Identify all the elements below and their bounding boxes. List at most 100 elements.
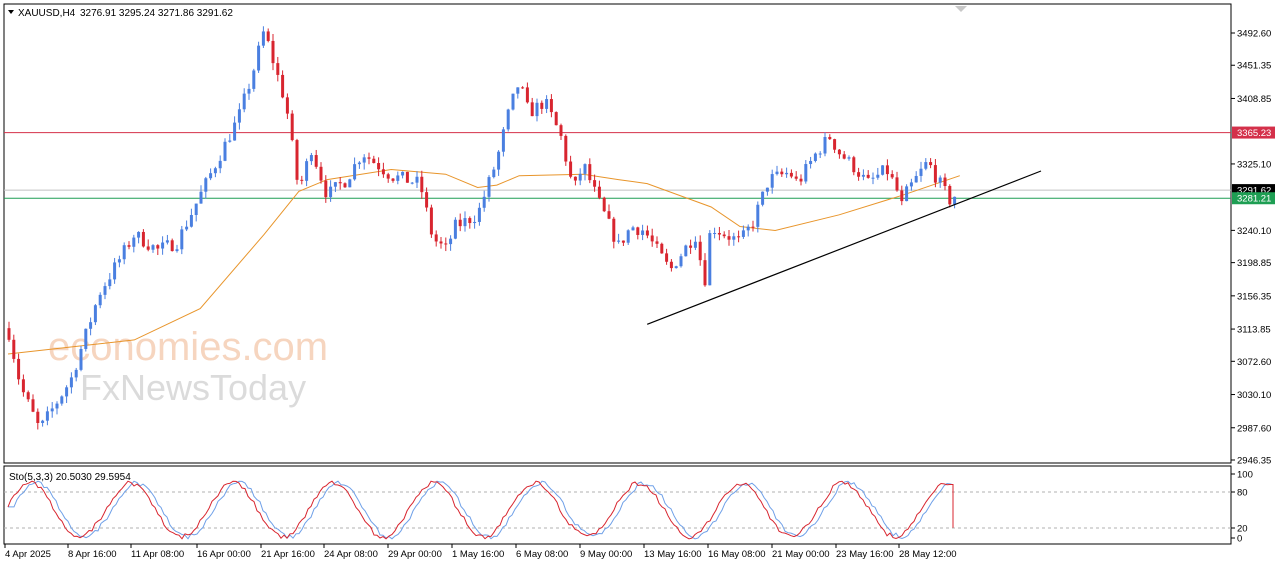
candle [343, 182, 347, 188]
candle [746, 224, 750, 237]
candle [645, 225, 649, 239]
candle [804, 160, 808, 184]
candle [626, 229, 630, 245]
candle [914, 171, 918, 183]
candle [156, 244, 160, 256]
candle [401, 171, 405, 179]
candle [26, 390, 30, 402]
candle [597, 180, 601, 200]
candle [473, 215, 477, 229]
candle [165, 234, 169, 245]
candle [242, 88, 246, 113]
candlesticks [7, 26, 957, 430]
candle [890, 170, 894, 180]
price-tick-label: 3198.85 [1237, 258, 1271, 269]
candle [180, 225, 184, 255]
candle [175, 244, 179, 253]
candle [857, 167, 861, 181]
candle [497, 150, 501, 176]
time-tick-label: 21 May 00:00 [772, 549, 830, 560]
candle [693, 236, 697, 251]
sto-main-line [7, 480, 954, 540]
candle [477, 202, 481, 226]
stochastic-pane[interactable] [3, 465, 1232, 545]
candle [785, 167, 789, 178]
candle [780, 168, 784, 177]
candle [650, 228, 654, 247]
candle [636, 226, 640, 240]
scroll-marker-icon[interactable] [955, 6, 967, 12]
watermark-economies: economies.com [48, 325, 328, 369]
time-tick-label: 16 Apr 00:00 [197, 549, 251, 560]
candle [617, 233, 621, 244]
candle [770, 169, 774, 194]
candle [545, 95, 549, 114]
price-tick-label: 3240.10 [1237, 226, 1271, 237]
candle [74, 367, 78, 382]
candle [12, 334, 16, 363]
time-tick-label: 23 May 16:00 [836, 549, 894, 560]
sto-tick-label: 0 [1237, 534, 1242, 545]
candle [31, 394, 35, 413]
candle [391, 178, 395, 183]
candle [199, 185, 203, 204]
moving-average [7, 168, 960, 355]
candle [789, 169, 793, 179]
candle [396, 171, 400, 185]
candle [209, 168, 213, 181]
candle [367, 152, 371, 165]
candle [439, 237, 443, 249]
candle [593, 174, 597, 192]
candle [953, 196, 957, 209]
candle [588, 158, 592, 184]
candle [329, 180, 333, 202]
candle [463, 211, 467, 232]
time-tick-label: 6 May 08:00 [516, 549, 568, 560]
symbol-timeframe: XAUUSD,H4 [18, 8, 76, 19]
candle [741, 225, 745, 239]
symbol-dropdown-icon[interactable] [8, 10, 14, 14]
price-tick-label: 2987.60 [1237, 423, 1271, 434]
trendline[interactable] [646, 170, 1042, 325]
time-tick-label: 4 Apr 2025 [5, 549, 51, 560]
candle [559, 123, 563, 141]
candle [612, 216, 616, 249]
candle [919, 161, 923, 182]
ohlc-readout: 3276.91 3295.24 3271.86 3291.62 [80, 8, 233, 19]
price-tick-label: 3408.85 [1237, 94, 1271, 105]
candle [247, 83, 251, 100]
candle [386, 172, 390, 183]
candle [621, 240, 625, 247]
candle [794, 171, 798, 181]
level-label-box-resistance [1232, 126, 1275, 139]
candle [924, 158, 928, 171]
ascending-trendline[interactable] [646, 170, 1042, 325]
candle [809, 156, 813, 169]
candle [549, 94, 553, 118]
candle [353, 157, 357, 181]
candle [141, 229, 145, 248]
candle [295, 138, 299, 185]
candle [21, 374, 25, 397]
candle [569, 155, 573, 179]
candle [607, 204, 611, 220]
candle [189, 208, 193, 228]
candle [60, 395, 64, 406]
candle [929, 158, 933, 169]
price-tick-label: 2946.35 [1237, 456, 1271, 467]
time-tick-label: 21 Apr 16:00 [261, 549, 315, 560]
price-tick-label: 3492.60 [1237, 29, 1271, 40]
candle [823, 132, 827, 157]
price-tick-label: 3113.85 [1237, 325, 1271, 336]
candle [362, 154, 366, 170]
candle [669, 259, 673, 272]
candle [837, 149, 841, 159]
candle [573, 176, 577, 186]
candle [377, 157, 381, 177]
candle [425, 187, 429, 212]
candle [218, 155, 222, 174]
main-chart-pane[interactable] [3, 3, 1232, 464]
candle [281, 70, 285, 99]
candle [828, 134, 832, 141]
